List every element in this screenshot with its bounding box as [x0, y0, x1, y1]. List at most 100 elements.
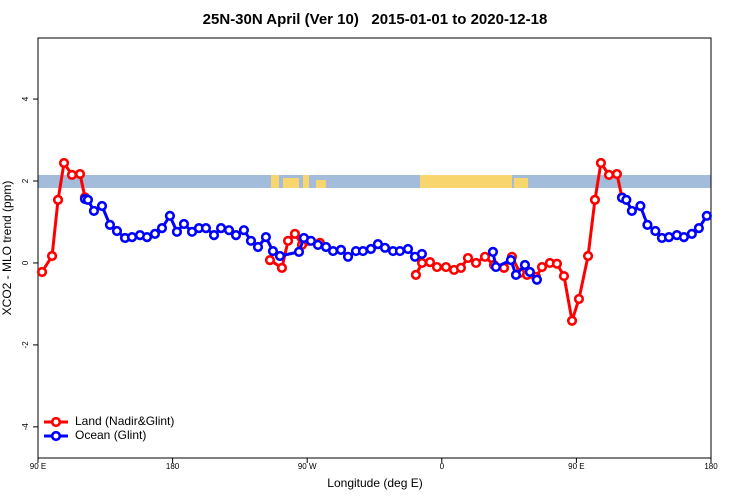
data-point	[327, 245, 339, 257]
legend-item: Ocean (Glint)	[44, 428, 146, 442]
x-tick-label: 90 W	[298, 462, 317, 471]
data-point	[305, 235, 317, 246]
data-point	[111, 225, 123, 237]
chart-title: 25N-30N April (Ver 10) 2015-01-01 to 202…	[203, 11, 548, 28]
legend-label: Ocean (Glint)	[75, 428, 146, 442]
data-point	[335, 244, 347, 255]
y-tick-label: -2	[21, 341, 30, 349]
data-point	[200, 223, 212, 234]
data-point	[276, 262, 288, 273]
data-point	[52, 194, 64, 205]
data-point	[289, 228, 301, 239]
data-point	[252, 241, 264, 253]
data-point	[455, 262, 467, 273]
data-point	[88, 205, 100, 217]
data-point	[379, 242, 391, 253]
plot-frame	[37, 37, 712, 459]
x-tick-label: 90 E	[568, 462, 584, 471]
data-point	[621, 194, 632, 205]
data-point	[573, 293, 585, 305]
data-point	[519, 259, 531, 271]
data-point	[531, 274, 543, 285]
data-point	[487, 246, 499, 257]
legend-marker	[50, 416, 62, 428]
data-point	[46, 250, 58, 262]
data-point	[416, 257, 428, 269]
data-point	[357, 245, 369, 257]
data-point	[126, 232, 138, 243]
x-tick-label: 0	[440, 462, 445, 471]
data-point	[595, 157, 607, 169]
data-point	[141, 232, 153, 243]
data-point	[402, 243, 414, 255]
data-point	[282, 235, 294, 246]
legend-marker	[50, 430, 62, 442]
data-point	[551, 258, 563, 269]
data-point	[663, 232, 675, 243]
data-point	[208, 229, 220, 241]
data-point	[58, 157, 70, 169]
y-tick-label: 2	[21, 178, 30, 183]
data-point	[603, 169, 615, 180]
data-point	[626, 205, 637, 217]
data-point	[536, 261, 548, 273]
data-point	[524, 266, 535, 278]
data-point	[440, 261, 452, 273]
data-point	[678, 232, 690, 243]
data-point	[558, 270, 570, 282]
data-point	[566, 315, 578, 326]
data-point	[365, 243, 377, 255]
data-point	[490, 261, 502, 273]
data-point	[320, 241, 332, 253]
data-point	[611, 168, 623, 180]
legend-item: Land (Nadir&Glint)	[44, 414, 174, 428]
data-point	[274, 250, 286, 262]
data-point	[693, 223, 704, 234]
data-point	[36, 266, 48, 278]
data-point	[686, 228, 697, 239]
data-point	[479, 251, 491, 262]
data-point	[82, 194, 94, 205]
y-tick-label: -4	[21, 423, 30, 431]
data-point	[260, 232, 272, 243]
x-tick-label: 90 E	[30, 462, 46, 471]
x-tick-label: 180	[704, 462, 718, 471]
data-point	[74, 168, 86, 180]
data-point	[171, 226, 183, 237]
data-point	[431, 261, 443, 273]
x-tick-label: 180	[166, 462, 180, 471]
data-point	[96, 200, 108, 212]
data-point	[293, 246, 305, 257]
data-point	[642, 219, 653, 230]
data-point	[223, 225, 235, 236]
data-point	[215, 223, 227, 234]
land-ocean-strip	[38, 175, 711, 188]
data-point	[342, 251, 354, 262]
data-point	[410, 269, 422, 280]
x-axis-label: Longitude (deg E)	[327, 476, 422, 490]
data-point	[394, 245, 406, 257]
legend-label: Land (Nadir&Glint)	[75, 414, 174, 428]
data-point	[589, 194, 601, 205]
data-point	[245, 235, 257, 246]
data-point	[701, 210, 712, 221]
data-point	[470, 257, 482, 269]
data-point	[149, 228, 161, 239]
data-point	[178, 218, 190, 230]
data-point	[650, 225, 661, 237]
data-point	[510, 269, 522, 280]
data-point	[230, 229, 242, 241]
data-point	[264, 254, 276, 266]
data-point	[416, 248, 428, 260]
data-point	[267, 245, 279, 257]
data-point	[238, 225, 250, 236]
y-tick-label: 4	[21, 96, 30, 101]
y-tick-label: 0	[21, 260, 30, 265]
data-point	[66, 169, 78, 180]
data-point	[635, 200, 646, 212]
data-point	[505, 254, 516, 266]
y-axis-label: XCO2 - MLO trend (ppm)	[0, 181, 14, 316]
data-point	[582, 250, 594, 262]
data-point	[164, 210, 176, 221]
